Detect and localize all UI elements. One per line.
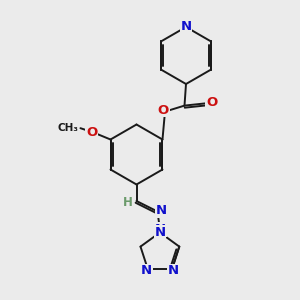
- Text: N: N: [168, 264, 179, 278]
- Text: O: O: [158, 103, 169, 117]
- Text: O: O: [206, 96, 217, 109]
- Text: CH₃: CH₃: [58, 123, 79, 133]
- Text: N: N: [155, 223, 166, 236]
- Text: N: N: [141, 264, 152, 278]
- Text: N: N: [154, 226, 166, 239]
- Text: O: O: [86, 126, 97, 139]
- Text: N: N: [155, 204, 167, 218]
- Text: H: H: [123, 196, 133, 209]
- Text: N: N: [180, 20, 192, 34]
